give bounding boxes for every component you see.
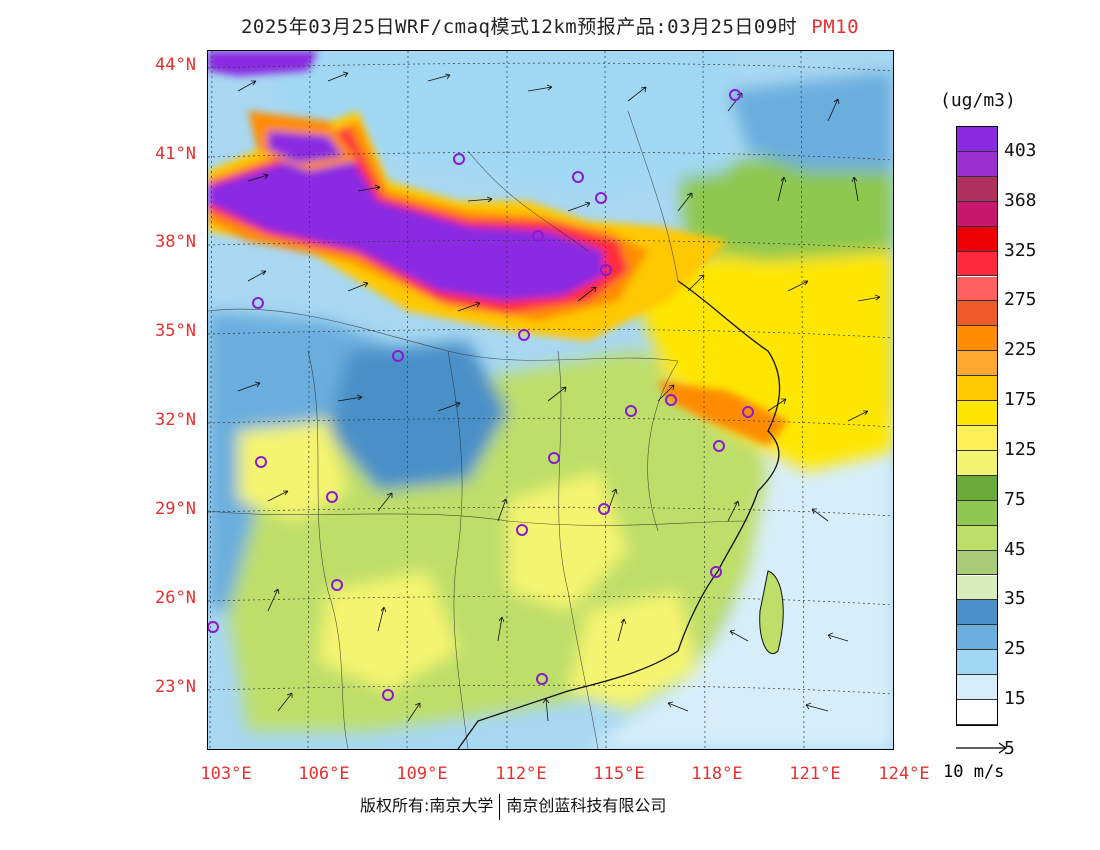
colorbar-label: 275 (1004, 289, 1037, 311)
colorbar-box (957, 650, 997, 676)
lon-label: 112°E (495, 764, 547, 784)
colorbar-box (957, 226, 997, 252)
colorbar-box (957, 251, 997, 277)
lat-label: 35°N (155, 321, 196, 341)
lat-label: 26°N (155, 588, 196, 608)
colorbar-label: 5 (1004, 737, 1015, 759)
pm10-concentration-map (207, 50, 894, 750)
copyright-separator (499, 793, 501, 820)
colorbar-label: 325 (1004, 239, 1037, 261)
colorbar-box (957, 351, 997, 377)
copyright-right: 南京创蓝科技有限公司 (506, 796, 667, 815)
lon-label: 121°E (789, 764, 841, 784)
lat-label: 41°N (155, 144, 196, 164)
chart-title: 2025年03月25日WRF/cmaq模式12km预报产品:03月25日09时 P… (0, 12, 1100, 39)
lon-label: 118°E (691, 764, 743, 784)
lat-label: 32°N (155, 410, 196, 430)
colorbar-box (957, 625, 997, 651)
colorbar-box (957, 176, 997, 202)
colorbar-box (957, 376, 997, 402)
colorbar (956, 126, 998, 726)
colorbar-label: 15 (1004, 688, 1026, 710)
lon-label: 115°E (593, 764, 645, 784)
lat-label: 23°N (155, 677, 196, 697)
colorbar-box (957, 401, 997, 426)
wind-reference-label: 10 m/s (943, 762, 1005, 782)
title-main: 2025年03月25日WRF/cmaq模式12km预报产品:03月25日09时 (240, 16, 798, 38)
title-product: PM10 (811, 16, 860, 38)
legend-unit: (ug/m3) (940, 90, 1016, 111)
colorbar-label: 35 (1004, 588, 1026, 610)
colorbar-box (957, 700, 997, 725)
lat-label: 44°N (155, 55, 196, 75)
colorbar-label: 25 (1004, 638, 1026, 660)
lat-label: 29°N (155, 499, 196, 519)
colorbar-label: 45 (1004, 538, 1026, 560)
colorbar-box (957, 500, 997, 526)
copyright: 版权所有:南京大学 南京创蓝科技有限公司 (360, 792, 666, 820)
colorbar-box (957, 201, 997, 227)
lon-label: 103°E (200, 764, 252, 784)
colorbar-box (957, 675, 997, 701)
colorbar-label: 225 (1004, 339, 1037, 361)
wind-reference-arrow (956, 742, 1008, 754)
colorbar-label: 75 (1004, 488, 1026, 510)
colorbar-box (957, 326, 997, 352)
colorbar-label: 125 (1004, 438, 1037, 460)
colorbar-label: 368 (1004, 189, 1037, 211)
lon-label: 124°E (878, 764, 930, 784)
colorbar-box (957, 426, 997, 451)
colorbar-box (957, 475, 997, 501)
colorbar-box (957, 600, 997, 626)
colorbar-box (957, 127, 997, 152)
colorbar-box (957, 575, 997, 601)
colorbar-box (957, 450, 997, 476)
colorbar-box (957, 525, 997, 551)
colorbar-label: 175 (1004, 389, 1037, 411)
colorbar-label: 403 (1004, 139, 1037, 161)
copyright-left: 版权所有:南京大学 (360, 796, 494, 815)
lat-label: 38°N (155, 232, 196, 252)
colorbar-box (957, 301, 997, 327)
lon-label: 109°E (396, 764, 448, 784)
colorbar-box (957, 151, 997, 177)
map-svg (208, 51, 893, 749)
colorbar-box (957, 276, 997, 302)
colorbar-box (957, 550, 997, 576)
lon-label: 106°E (298, 764, 350, 784)
